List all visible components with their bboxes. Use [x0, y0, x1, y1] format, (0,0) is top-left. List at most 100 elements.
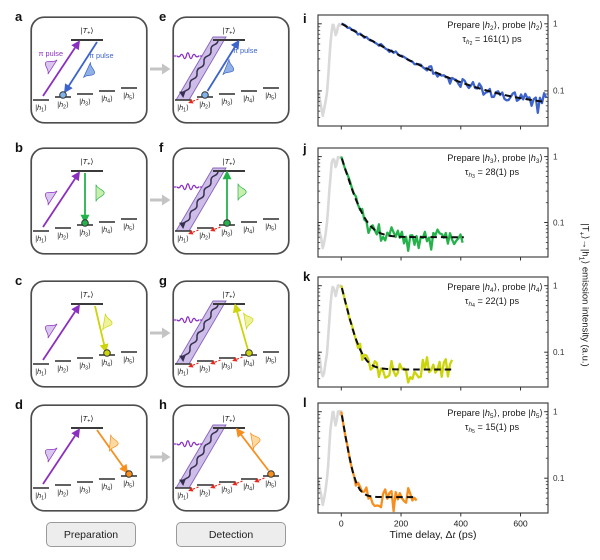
drive-pulse-shape [102, 313, 113, 331]
x-tick-label: 0 [339, 519, 344, 529]
laser-pulse-curve [318, 409, 343, 507]
level-label-h4: |h4⟩ [101, 358, 113, 369]
photon-wavepacket-icon [176, 183, 200, 191]
decay-plot-l: 1 0.1 0 200 400 600 Prepare |h5⟩, probe |h5⟩ τh… [296, 395, 600, 545]
hole-occupation-dot [125, 470, 133, 478]
decay-curve-i [340, 22, 548, 115]
y-tick-label: 1 [553, 152, 558, 161]
level-label-h3: |h3⟩ [79, 485, 91, 496]
right-arrow-icon [149, 450, 171, 464]
panel-letter-c: c [15, 273, 23, 288]
pump-pulse-arrow [42, 40, 80, 97]
level-label-h2: |h2⟩ [57, 231, 69, 242]
level-label-T-plus: |T+⟩ [81, 26, 94, 37]
right-arrow-icon [149, 62, 171, 76]
relaxation-arrow [210, 359, 221, 365]
level-label-h2: |h2⟩ [199, 364, 211, 375]
drive-pulse-shape [108, 434, 119, 452]
level-label-h2: |h2⟩ [199, 231, 211, 242]
level-label-h5: |h5⟩ [265, 355, 277, 366]
diagram-panel-c: |h1⟩ |h2⟩ |h3⟩ |h4⟩ |h5⟩ |T+⟩ [30, 280, 148, 388]
drive-pulse-shape [95, 184, 105, 202]
right-arrow-head [162, 194, 171, 206]
level-label-h4: |h4⟩ [101, 225, 113, 236]
decay-plot-i: 1 0.1 Prepare |h2⟩, probe |h2⟩ τh2 = 161(1)… [317, 14, 565, 130]
hole-occupation-dot [223, 219, 231, 227]
decay-curve-k [340, 285, 454, 384]
right-arrow-icon [150, 327, 171, 339]
level-label-h1: |h1⟩ [177, 234, 189, 245]
decay-plot-k: 1 0.1 Prepare |h4⟩, probe |h4⟩ τh4 = 22(1) … [296, 269, 600, 393]
tau-annotation: τh5 = 15(1) ps [465, 422, 520, 435]
diagram-panel-a: |h1⟩ |h2⟩ |h3⟩ |h4⟩ |h5⟩ |T+⟩ π pulse π pulse [30, 16, 148, 124]
relaxation-arrow [188, 98, 199, 104]
panel-letter-k: k [303, 269, 311, 284]
laser-pulse-curve [318, 284, 343, 378]
y-tick-label: 1 [553, 20, 558, 29]
right-arrow-icon [150, 194, 171, 206]
relaxation-arrow [254, 477, 265, 483]
level-label-h4: |h4⟩ [243, 482, 255, 493]
decay-plot-j: 1 0.1 Prepare |h3⟩, probe |h3⟩ τh3 = 28(1) … [317, 147, 565, 261]
level-label-h2: |h2⟩ [57, 100, 69, 111]
prepare-probe-annotation: Prepare |h4⟩, probe |h4⟩ [447, 282, 543, 294]
drive-pulse-shape [83, 62, 95, 78]
preparation-label: Preparation [46, 522, 136, 547]
energy-level-diagram-c: |h1⟩ |h2⟩ |h3⟩ |h4⟩ |h5⟩ |T+⟩ [30, 280, 148, 388]
pump-pulse-arrow [42, 428, 80, 485]
pump-pulse-shape [44, 447, 58, 463]
drive-pulse-arrow [206, 39, 240, 92]
level-label-h5: |h5⟩ [123, 479, 135, 490]
diagram-panel-f: |h1⟩ |h2⟩ |h3⟩ |h4⟩ |h5⟩ |T+⟩ [172, 147, 290, 255]
relaxation-arrow [232, 480, 243, 486]
level-label-h1: |h1⟩ [35, 491, 47, 502]
panel-letter-a: a [15, 9, 23, 24]
level-label-h1: |h1⟩ [35, 367, 47, 378]
laser-pulse-curve [318, 155, 343, 250]
level-label-h1: |h1⟩ [35, 103, 47, 114]
hole-occupation-dot [59, 91, 67, 99]
hole-occupation-dot [267, 470, 275, 478]
diagram-panel-d: |h1⟩ |h2⟩ |h3⟩ |h4⟩ |h5⟩ |T+⟩ [30, 404, 148, 512]
level-label-h4: |h4⟩ [243, 94, 255, 105]
emitted-photon-wave [179, 169, 219, 230]
y-tick-label: 0.1 [553, 218, 565, 227]
photon-wavepacket-icon [176, 440, 200, 448]
right-arrow-icon [149, 326, 171, 340]
prepare-probe-annotation: Prepare |h2⟩, probe |h2⟩ [447, 20, 543, 32]
energy-level-diagram-f: |h1⟩ |h2⟩ |h3⟩ |h4⟩ |h5⟩ |T+⟩ [172, 147, 290, 255]
pi-pulse-label-drive: π pulse [233, 46, 258, 55]
level-label-T-plus: |T+⟩ [223, 414, 236, 425]
level-label-T-plus: |T+⟩ [223, 157, 236, 168]
level-label-T-plus: |T+⟩ [223, 290, 236, 301]
diagram-panel-e: |h1⟩ |h2⟩ |h3⟩ |h4⟩ |h5⟩ |T+⟩ π pulse [172, 16, 290, 124]
panel-letter-f: f [159, 140, 164, 155]
level-label-h2: |h2⟩ [57, 488, 69, 499]
level-label-h1: |h1⟩ [177, 367, 189, 378]
level-label-h5: |h5⟩ [123, 91, 135, 102]
relaxation-arrow [232, 356, 243, 362]
level-label-h5: |h5⟩ [265, 91, 277, 102]
decay-plot-l: 1 0.1 0 200 400 600 Prepare |h5⟩, probe |h5⟩ τh… [317, 402, 565, 529]
x-tick-label: 200 [394, 519, 409, 529]
y-tick-label: 0.1 [553, 474, 565, 483]
energy-level-diagram-g: |h1⟩ |h2⟩ |h3⟩ |h4⟩ |h5⟩ |T+⟩ [172, 280, 290, 388]
energy-level-diagram-b: |h1⟩ |h2⟩ |h3⟩ |h4⟩ |h5⟩ |T+⟩ [30, 147, 148, 255]
relaxation-arrow [210, 226, 221, 232]
diagram-panel-b: |h1⟩ |h2⟩ |h3⟩ |h4⟩ |h5⟩ |T+⟩ [30, 147, 148, 255]
drive-pulse-arrow [232, 303, 249, 351]
panel-letter-e: e [159, 9, 167, 24]
tau-annotation: τh2 = 161(1) ps [462, 34, 522, 47]
panel-letter-d: d [15, 397, 23, 412]
pi-pulse-label-drive: π pulse [89, 51, 114, 60]
level-label-h1: |h1⟩ [177, 491, 189, 502]
right-arrow-icon [149, 193, 171, 207]
hole-occupation-dot [81, 219, 89, 227]
level-label-h1: |h1⟩ [35, 234, 47, 245]
decay-plot-i: 1 0.1 Prepare |h2⟩, probe |h2⟩ τh2 = 161(1)… [296, 8, 600, 134]
drive-pulse-shape [243, 312, 254, 330]
level-label-h3: |h3⟩ [79, 361, 91, 372]
decay-curve-j [340, 156, 464, 252]
emitted-photon-wave [179, 38, 219, 99]
pump-pulse-shape [44, 323, 58, 339]
